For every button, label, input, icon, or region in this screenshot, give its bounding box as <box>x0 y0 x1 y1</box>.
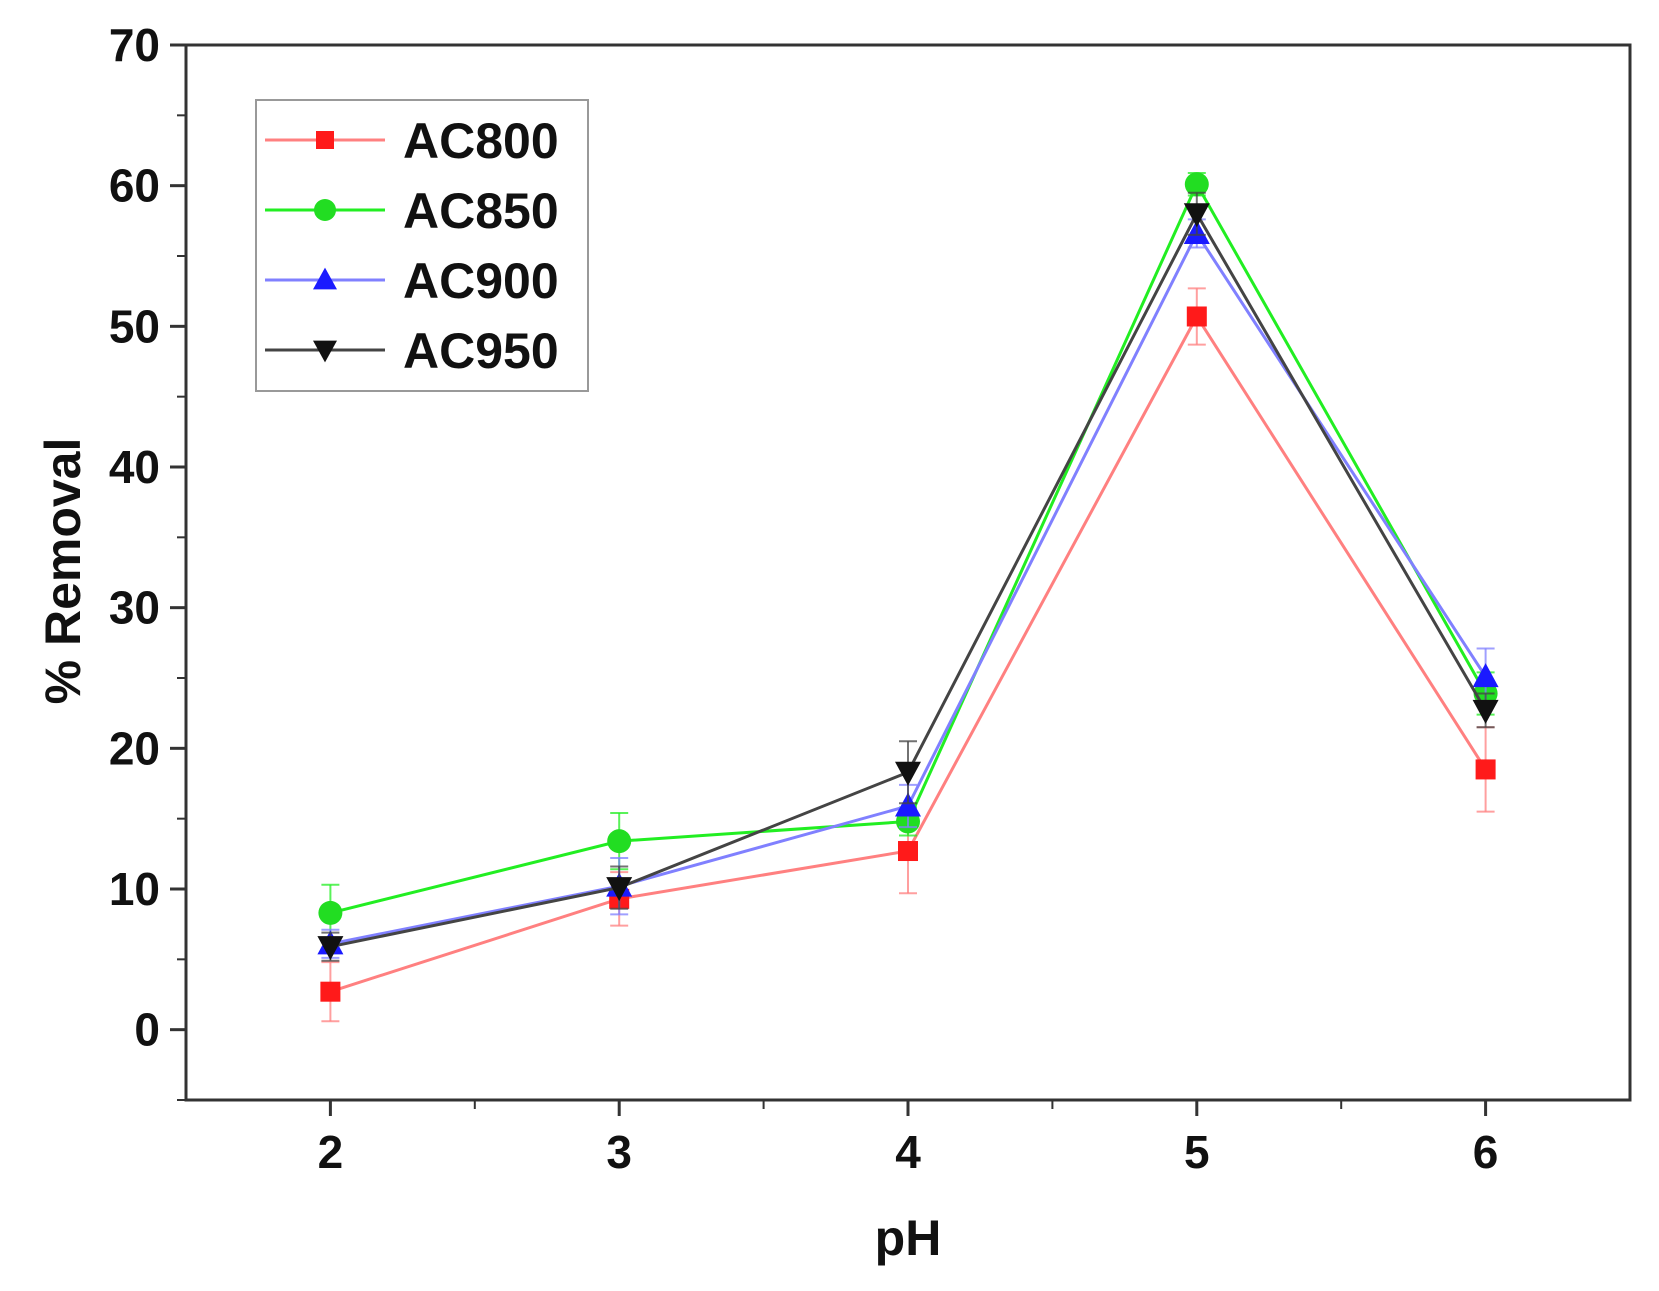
legend-box <box>255 99 589 392</box>
x-tick-label: 5 <box>1184 1126 1210 1178</box>
x-tick-label: 4 <box>895 1126 921 1178</box>
legend: AC800 AC850 AC900 AC950 <box>255 99 589 392</box>
legend-marker <box>316 131 334 149</box>
y-tick-label: 20 <box>109 722 160 774</box>
legend-entry-ac900: AC900 <box>265 253 559 309</box>
y-tick-label: 0 <box>134 1004 160 1056</box>
legend-label: AC950 <box>403 323 559 379</box>
y-axis-title: % Removal <box>35 438 91 705</box>
data-point <box>317 936 344 961</box>
data-point <box>1472 663 1499 688</box>
data-point <box>895 761 921 786</box>
legend-marker <box>313 340 337 363</box>
legend-label: AC850 <box>403 183 559 239</box>
plot-frame <box>184 43 1632 1102</box>
legend-entry-ac950: AC950 <box>265 323 559 379</box>
y-tick-label: 70 <box>109 19 160 71</box>
y-tick-label: 10 <box>109 863 160 915</box>
legend-entry-ac850: AC850 <box>265 183 559 239</box>
data-point <box>898 841 918 862</box>
y-tick-label: 40 <box>109 441 160 493</box>
data-point <box>1472 699 1499 724</box>
data-point <box>1183 203 1210 228</box>
data-point <box>320 981 341 1002</box>
series-layer <box>317 172 1499 1023</box>
data-point <box>895 792 921 817</box>
data-point <box>607 829 632 854</box>
x-tick-label: 3 <box>606 1126 632 1178</box>
x-axis-title: pH <box>875 1210 942 1266</box>
x-tick-label: 6 <box>1473 1126 1499 1178</box>
legend-entry-ac800: AC800 <box>265 113 559 169</box>
y-tick-label: 60 <box>109 160 160 212</box>
data-point <box>1186 306 1207 327</box>
legend-label: AC900 <box>403 253 559 309</box>
y-tick-label: 30 <box>109 582 160 634</box>
series-ac950 <box>317 191 1499 962</box>
x-tick-label: 2 <box>318 1126 344 1178</box>
data-point <box>606 877 633 902</box>
y-tick-label: 50 <box>109 300 160 352</box>
legend-marker <box>314 199 336 221</box>
data-point <box>1184 172 1209 197</box>
data-point <box>318 900 343 925</box>
data-point <box>1475 759 1496 780</box>
legend-label: AC800 <box>403 113 559 169</box>
series-ac800 <box>320 287 1496 1023</box>
legend-marker <box>313 267 337 290</box>
